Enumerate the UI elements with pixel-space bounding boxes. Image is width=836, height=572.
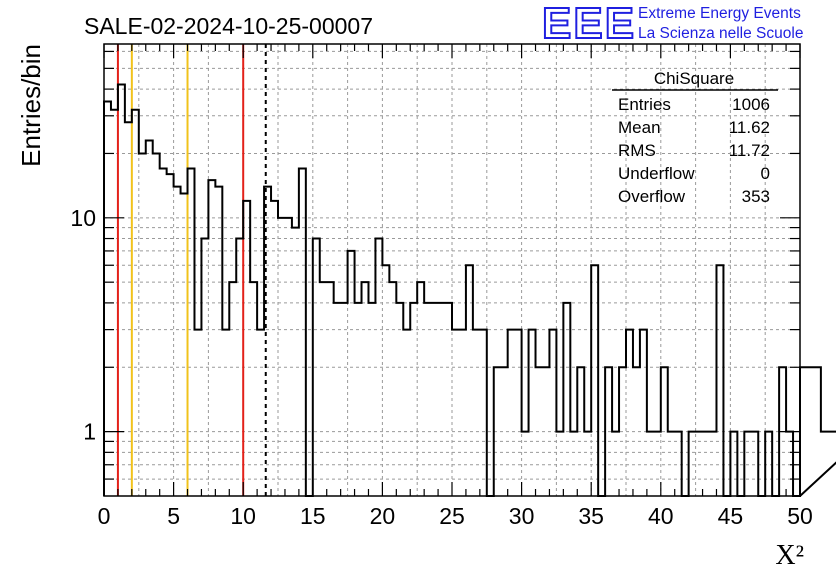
x-tick-label: 0 [98,503,111,529]
project-name-line1: Extreme Energy Events [638,5,801,22]
x-tick-label: 20 [370,503,396,529]
x-tick-labels: 0 5 10 15 20 25 30 35 40 45 50 [98,503,813,529]
project-name-line2: La Scienza nelle Scuole [638,25,803,42]
x-axis-label: X² [775,540,804,571]
y-tick-label: 10 [70,205,96,231]
stats-value: 11.62 [729,118,770,137]
axis-ticks [103,44,801,496]
stats-label: RMS [618,141,656,160]
chart-title: SALE-02-2024-10-25-00007 [84,13,373,39]
x-tick-label: 45 [718,503,744,529]
x-tick-label: 25 [439,503,465,529]
eee-logo: EEE [542,0,636,48]
stats-value: 1006 [732,95,770,114]
stats-rows: Entries 1006 Mean 11.62 RMS 11.72 Underflow 0 Ov… [618,95,770,206]
stats-value: 11.72 [729,141,770,160]
stats-label: Overflow [618,187,686,206]
y-tick-labels: 1 10 [70,205,96,445]
stats-title: ChiSquare [654,69,734,88]
y-axis-label: Entries/bin [16,44,46,167]
x-tick-label: 40 [648,503,674,529]
y-tick-label: 1 [83,419,96,445]
grid [104,44,800,496]
stats-value: 353 [742,187,770,206]
x-tick-label: 35 [578,503,604,529]
stats-label: Mean [618,118,661,137]
x-tick-label: 30 [509,503,535,529]
stats-box: ChiSquare Entries 1006 Mean 11.62 RMS 11.72 Un… [612,69,778,206]
stats-label: Entries [618,95,671,114]
x-tick-label: 10 [230,503,256,529]
stats-label: Underflow [618,164,695,183]
stats-value: 0 [761,164,770,183]
x-tick-label: 50 [787,503,813,529]
x-tick-label: 15 [300,503,326,529]
x-tick-label: 5 [167,503,180,529]
